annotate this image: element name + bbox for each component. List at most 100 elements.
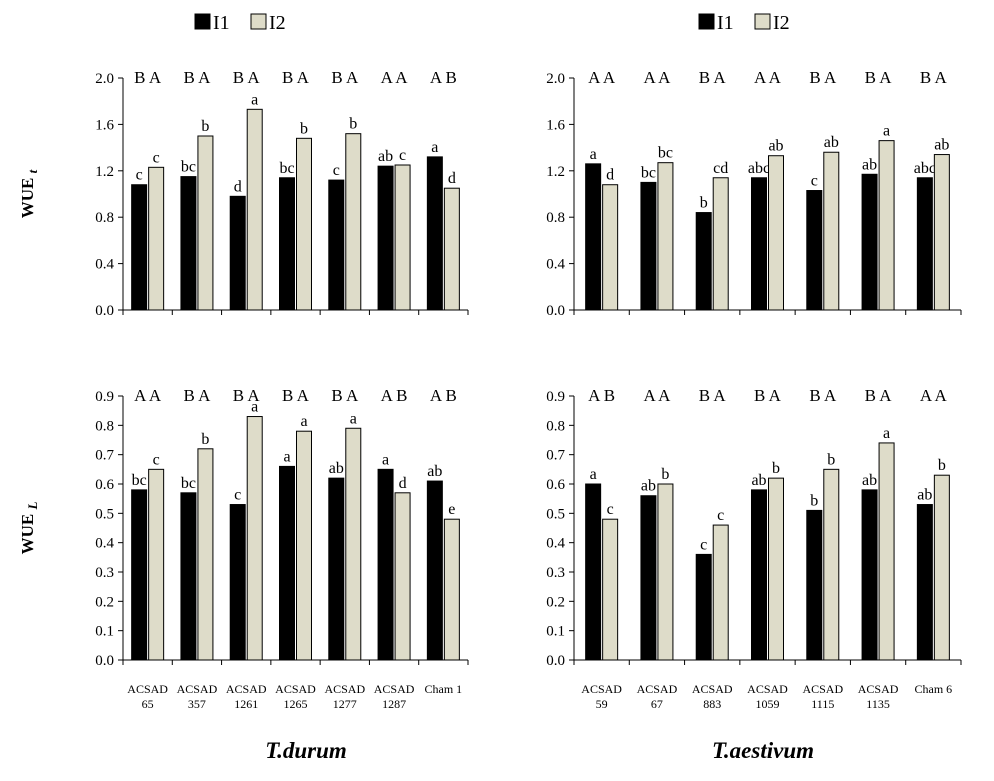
legend-left: I1 I2 [194, 12, 286, 34]
x-category-label: Cham 6 [915, 682, 953, 696]
legend-swatch-i2 [754, 13, 771, 30]
y-tick-label: 2.0 [546, 71, 565, 87]
group-letter-label: A A [754, 68, 782, 87]
bar-i2 [345, 427, 362, 661]
bar-letter-label: ab [824, 134, 839, 151]
bar-letter-label: a [251, 399, 258, 416]
group-letter-label: A B [430, 386, 457, 405]
y-tick-label: 0.0 [95, 653, 114, 669]
y-tick-label: 0.9 [95, 389, 114, 405]
bar-i1 [328, 179, 345, 311]
group-letter-label: B A [865, 68, 893, 87]
bar-letter-label: a [382, 451, 389, 468]
group-letter-label: B A [183, 386, 211, 405]
bar-letter-label: c [136, 167, 143, 184]
y-tick-label: 0.0 [95, 303, 114, 319]
bar-letter-label: ab [917, 487, 932, 504]
bar-i2 [246, 108, 263, 311]
bar-i2 [823, 151, 840, 311]
species-label-durum: T.durum [265, 738, 347, 763]
y-tick-label: 0.1 [95, 624, 114, 640]
bar-i1 [585, 163, 602, 311]
bar-i1 [640, 181, 657, 311]
y-tick-label: 0.3 [546, 565, 565, 581]
bar-letter-label: e [448, 501, 455, 518]
x-category-label: ACSAD [275, 682, 316, 696]
x-category-label: 1287 [382, 697, 406, 711]
bar-i1 [695, 212, 712, 311]
bar-letter-label: d [399, 475, 407, 492]
bar-letter-label: b [700, 195, 708, 212]
y-axis-title: WUE t [18, 169, 40, 218]
bar-letter-label: b [810, 492, 818, 509]
x-category-label: 67 [651, 697, 663, 711]
group-letter-label: A A [134, 386, 162, 405]
bar-i1 [229, 195, 246, 311]
bar-i2 [394, 164, 411, 311]
bar-i1 [806, 509, 823, 661]
x-category-label: 883 [703, 697, 721, 711]
group-letter-label: A B [588, 386, 615, 405]
group-letter-label: B A [920, 68, 948, 87]
y-tick-label: 0.7 [546, 448, 565, 464]
bar-letter-label: a [431, 139, 438, 156]
group-letter-label: A A [643, 386, 671, 405]
bar-i2 [148, 468, 165, 661]
bar-i2 [443, 518, 460, 661]
bar-letter-label: abc [914, 160, 936, 177]
bar-i2 [296, 137, 312, 311]
y-tick-label: 0.2 [95, 594, 114, 610]
bar-letter-label: c [153, 451, 160, 468]
bar-letter-label: ab [768, 138, 783, 155]
bar-letter-label: c [399, 147, 406, 164]
bar-letter-label: c [153, 149, 160, 166]
y-axis-title-main: WUE [18, 510, 37, 555]
bar-letter-label: bc [658, 145, 673, 162]
y-tick-label: 0.4 [546, 536, 565, 552]
bar-i2 [394, 492, 411, 661]
bar-letter-label: bc [279, 160, 294, 177]
x-category-label: ACSAD [581, 682, 622, 696]
bar-letter-label: b [661, 466, 669, 483]
bar-i1 [861, 173, 878, 311]
y-tick-label: 0.6 [546, 477, 565, 493]
bar-i1 [426, 156, 443, 311]
bar-i2 [823, 468, 840, 661]
bar-i2 [933, 474, 950, 661]
y-tick-label: 0.4 [95, 257, 114, 273]
y-tick-label: 0.4 [95, 536, 114, 552]
x-category-label: ACSAD [374, 682, 415, 696]
bar-i1 [695, 553, 712, 661]
bar-i1 [180, 176, 197, 311]
group-letter-label: B A [282, 386, 310, 405]
bar-letter-label: ab [427, 463, 442, 480]
bar-letter-label: bc [132, 472, 147, 489]
bar-letter-label: a [883, 425, 890, 442]
bar-letter-label: c [607, 501, 614, 518]
bar-letter-label: c [717, 507, 724, 524]
bar-i1 [131, 489, 148, 661]
y-tick-label: 0.8 [546, 418, 565, 434]
bar-letter-label: b [201, 118, 209, 135]
legend-swatch-i1 [194, 13, 211, 30]
y-tick-label: 0.0 [546, 303, 565, 319]
group-letter-label: B A [331, 68, 359, 87]
bar-i2 [197, 448, 214, 661]
x-category-label: Cham 1 [425, 682, 463, 696]
x-category-label: ACSAD [226, 682, 267, 696]
y-tick-label: 0.0 [546, 653, 565, 669]
y-tick-label: 0.5 [546, 506, 565, 522]
group-letter-label: B A [134, 68, 162, 87]
x-category-label: ACSAD [858, 682, 899, 696]
bar-letter-label: ab [934, 137, 949, 154]
bar-letter-label: ab [862, 156, 877, 173]
bar-i2 [712, 524, 729, 661]
bar-letter-label: b [201, 431, 209, 448]
legend-swatch-i1 [698, 13, 715, 30]
x-category-label: 1265 [284, 697, 308, 711]
y-tick-label: 0.5 [95, 506, 114, 522]
bar-i2 [602, 518, 619, 661]
group-letter-label: B A [183, 68, 211, 87]
